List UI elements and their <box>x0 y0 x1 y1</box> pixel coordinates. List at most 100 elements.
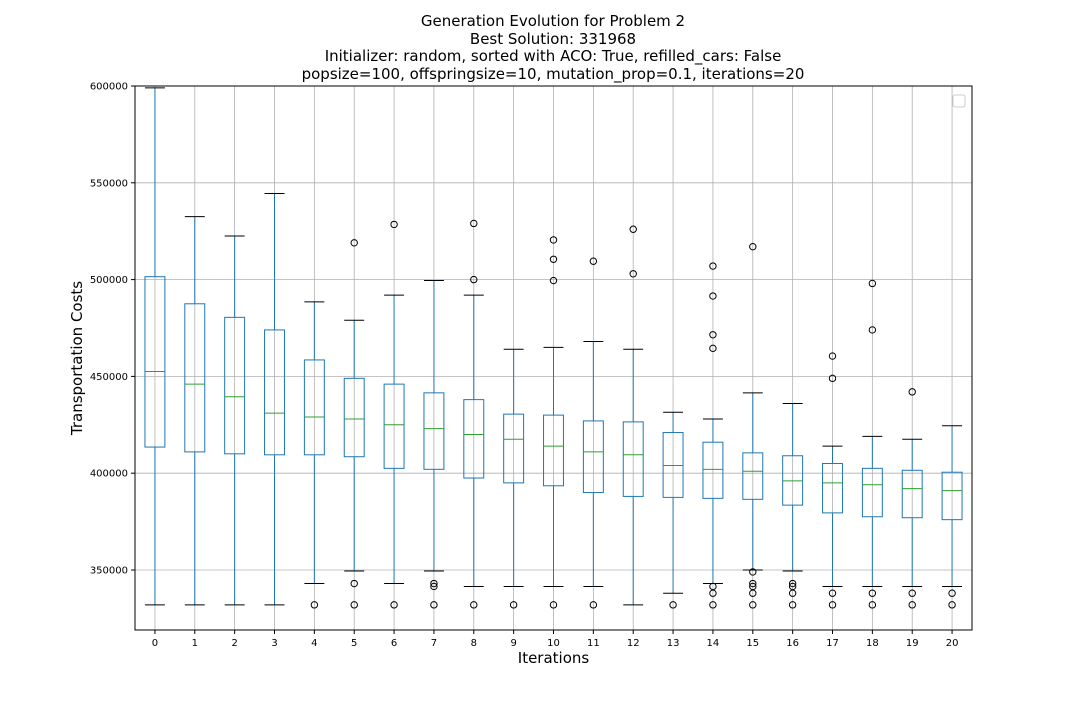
outlier-point <box>948 601 956 609</box>
x-tick-label: 19 <box>906 638 919 649</box>
outlier-point <box>310 601 319 609</box>
box-12 <box>622 225 644 606</box>
outlier-point <box>549 255 558 263</box>
iqr-box <box>383 383 405 469</box>
y-tick-label: 500000 <box>90 275 128 286</box>
outlier-point <box>629 270 637 278</box>
x-tick-label: 14 <box>707 638 720 649</box>
y-tick-label: 400000 <box>90 469 128 480</box>
outlier-point <box>390 220 398 229</box>
box-10 <box>543 236 564 609</box>
x-tick-label: 11 <box>587 638 600 649</box>
outlier-point <box>430 601 438 609</box>
outlier-point <box>350 601 358 609</box>
box-15 <box>742 242 764 609</box>
outlier-point <box>470 601 478 609</box>
outlier-point <box>908 601 916 609</box>
title-line-1: Generation Evolution for Problem 2 <box>421 12 685 30</box>
box-11 <box>582 257 604 609</box>
iqr-box <box>264 329 285 456</box>
outlier-point <box>350 579 358 588</box>
x-tick-label: 7 <box>431 638 437 649</box>
x-tick-label: 3 <box>271 638 277 649</box>
x-axis-ticks: 0 1 2 3 4 5 6 7 8 9 10 11 12 13 14 15 16 17 18 19 20 <box>152 630 959 649</box>
box-19 <box>901 388 923 609</box>
outlier-point <box>788 579 797 588</box>
box-9 <box>503 348 525 609</box>
outlier-point <box>709 582 717 591</box>
iqr-box <box>303 359 325 456</box>
x-tick-label: 12 <box>627 638 640 649</box>
box-2 <box>224 235 246 606</box>
x-tick-label: 6 <box>391 638 397 649</box>
outlier-point <box>709 292 717 300</box>
box-18 <box>861 279 883 609</box>
outlier-point <box>390 601 398 609</box>
iqr-box <box>543 414 564 487</box>
y-tick-label: 350000 <box>90 565 128 576</box>
box-16 <box>782 402 804 609</box>
outlier-point <box>549 601 558 609</box>
outlier-point <box>709 601 717 609</box>
iqr-box <box>503 413 525 484</box>
outlier-point <box>828 374 837 383</box>
outlier-point <box>669 601 677 609</box>
outlier-point <box>868 589 877 597</box>
outlier-point <box>788 601 797 609</box>
x-tick-label: 0 <box>152 638 158 649</box>
chart-title: Generation Evolution for Problem 2 Best … <box>302 12 805 84</box>
outlier-point <box>470 219 478 228</box>
y-tick-label: 550000 <box>90 178 128 189</box>
outlier-point <box>868 601 877 609</box>
x-tick-label: 16 <box>786 638 799 649</box>
outlier-point <box>709 262 717 270</box>
x-tick-label: 2 <box>231 638 237 649</box>
box-17 <box>822 352 843 609</box>
box-13 <box>662 411 684 609</box>
box-0 <box>144 87 166 606</box>
box-3 <box>264 192 285 606</box>
legend-box <box>952 94 966 108</box>
x-tick-label: 4 <box>311 638 317 649</box>
outlier-point <box>749 568 757 576</box>
outlier-point <box>788 582 797 591</box>
x-tick-label: 9 <box>510 638 516 649</box>
outlier-point <box>868 279 877 288</box>
outlier-point <box>749 601 757 609</box>
title-line-4: popsize=100, offspringsize=10, mutation_… <box>302 65 805 84</box>
title-line-3: Initializer: random, sorted with ACO: Tr… <box>325 47 782 66</box>
boxes <box>144 87 963 609</box>
outlier-point <box>908 388 916 396</box>
outlier-point <box>749 582 757 591</box>
iqr-box <box>622 421 644 497</box>
x-tick-label: 17 <box>826 638 839 649</box>
box-1 <box>184 216 206 606</box>
outlier-point <box>868 326 877 334</box>
outlier-point <box>948 589 956 597</box>
y-tick-label: 450000 <box>90 372 128 383</box>
box-14 <box>702 262 724 609</box>
iqr-box <box>582 420 604 494</box>
box-4 <box>303 301 325 609</box>
iqr-box <box>702 441 724 499</box>
outlier-point <box>589 257 598 265</box>
x-axis-label: Iterations <box>518 649 590 667</box>
outlier-point <box>589 601 598 609</box>
outlier-point <box>908 589 916 597</box>
x-tick-label: 5 <box>351 638 357 649</box>
x-tick-label: 10 <box>547 638 560 649</box>
box-7 <box>423 280 445 609</box>
y-tick-label: 600000 <box>90 82 128 93</box>
x-tick-label: 20 <box>946 638 959 649</box>
iqr-box <box>941 471 963 521</box>
iqr-box <box>343 377 365 458</box>
iqr-box <box>144 276 166 448</box>
outlier-point <box>749 579 757 588</box>
x-tick-label: 8 <box>471 638 477 649</box>
iqr-box <box>901 469 923 519</box>
outlier-point <box>709 344 717 353</box>
outlier-point <box>430 579 438 588</box>
box-20 <box>941 425 963 609</box>
outlier-point <box>828 589 837 597</box>
y-axis-ticks: 350000 400000 450000 500000 550000 600000 <box>90 82 135 576</box>
